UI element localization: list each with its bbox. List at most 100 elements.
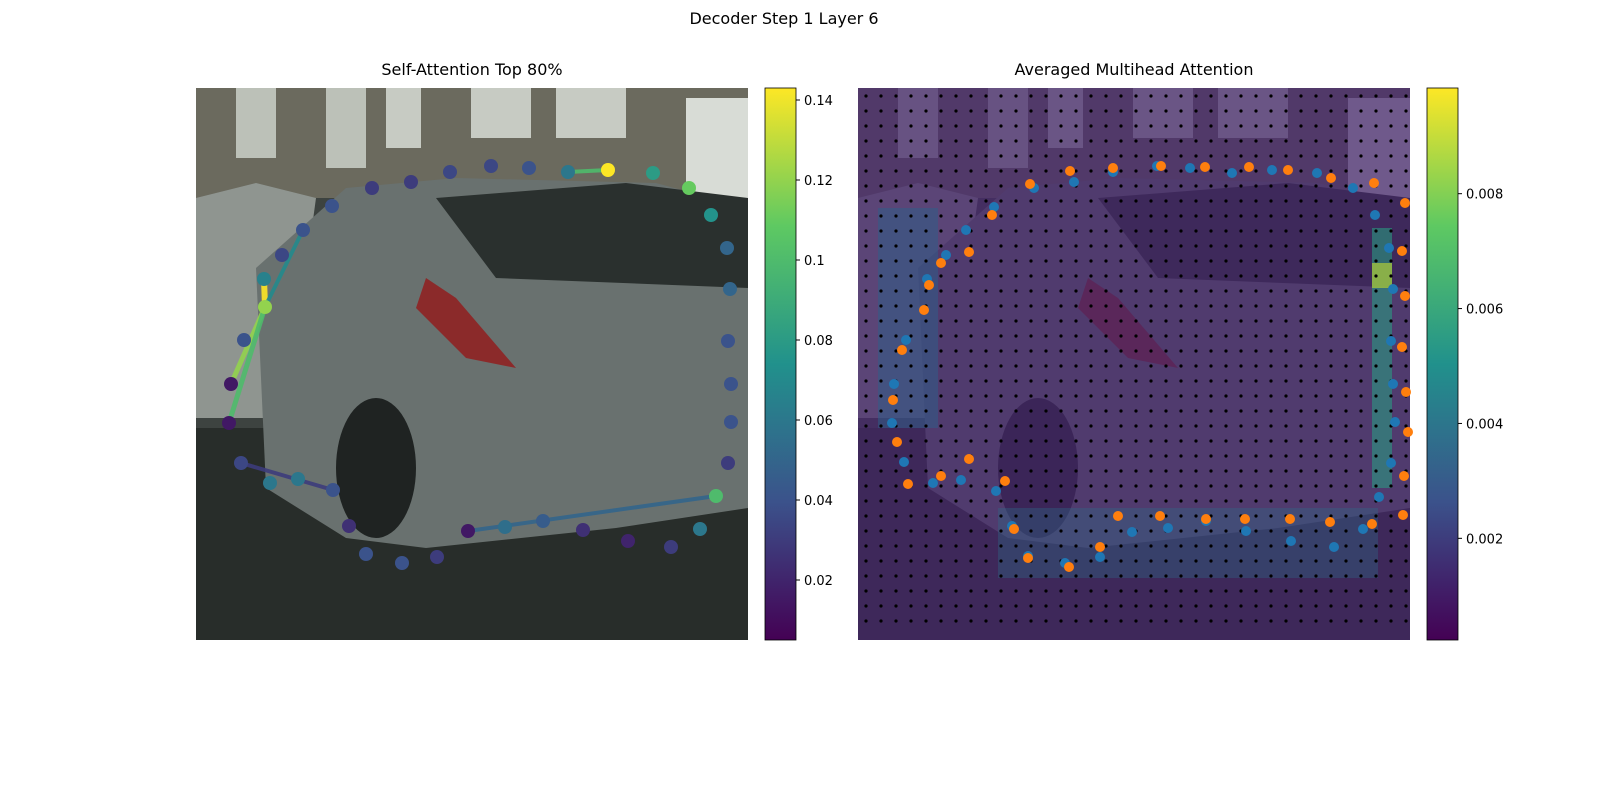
grid-dot — [1074, 424, 1078, 428]
grid-dot — [1209, 604, 1213, 608]
grid-dot — [1149, 574, 1153, 578]
grid-dot — [1179, 124, 1183, 128]
grid-dot — [1299, 454, 1303, 458]
grid-dot — [1089, 304, 1093, 308]
grid-dot — [1059, 319, 1063, 323]
reference-point — [887, 418, 897, 428]
grid-dot — [909, 109, 913, 113]
grid-dot — [1239, 349, 1243, 353]
grid-dot — [1404, 244, 1408, 248]
grid-dot — [909, 424, 913, 428]
grid-dot — [1314, 229, 1318, 233]
grid-dot — [1269, 199, 1273, 203]
grid-dot — [1074, 439, 1078, 443]
grid-dot — [984, 109, 988, 113]
grid-dot — [1059, 364, 1063, 368]
grid-dot — [1314, 514, 1318, 518]
predicted-point — [1401, 387, 1411, 397]
grid-dot — [999, 334, 1003, 338]
reference-point — [991, 486, 1001, 496]
grid-dot — [984, 124, 988, 128]
grid-dot — [1179, 529, 1183, 533]
grid-dot — [924, 574, 928, 578]
grid-dot — [1299, 259, 1303, 263]
grid-dot — [954, 334, 958, 338]
grid-dot — [1014, 229, 1018, 233]
grid-dot — [1134, 424, 1138, 428]
grid-dot — [1374, 199, 1378, 203]
grid-dot — [924, 109, 928, 113]
grid-dot — [1404, 604, 1408, 608]
grid-dot — [1254, 364, 1258, 368]
grid-dot — [879, 514, 883, 518]
predicted-point — [1397, 342, 1407, 352]
predicted-point — [1155, 511, 1165, 521]
grid-dot — [1404, 409, 1408, 413]
reference-point — [1390, 417, 1400, 427]
grid-dot — [1179, 199, 1183, 203]
grid-dot — [1254, 529, 1258, 533]
grid-dot — [1224, 469, 1228, 473]
grid-dot — [1179, 109, 1183, 113]
grid-dot — [1389, 184, 1393, 188]
grid-dot — [1359, 469, 1363, 473]
attention-point — [234, 456, 248, 470]
grid-dot — [939, 319, 943, 323]
grid-dot — [909, 229, 913, 233]
grid-dot — [1404, 559, 1408, 563]
grid-dot — [1104, 139, 1108, 143]
grid-dot — [864, 139, 868, 143]
grid-dot — [1389, 94, 1393, 98]
grid-dot — [894, 94, 898, 98]
predicted-point — [1113, 511, 1123, 521]
grid-dot — [1164, 274, 1168, 278]
attention-point — [365, 181, 379, 195]
grid-dot — [1239, 259, 1243, 263]
grid-dot — [984, 544, 988, 548]
grid-dot — [1074, 514, 1078, 518]
grid-dot — [1254, 109, 1258, 113]
predicted-point — [964, 454, 974, 464]
grid-dot — [984, 529, 988, 533]
grid-dot — [1284, 544, 1288, 548]
grid-dot — [1344, 604, 1348, 608]
grid-dot — [1014, 559, 1018, 563]
grid-dot — [879, 424, 883, 428]
predicted-point — [1064, 562, 1074, 572]
grid-dot — [969, 244, 973, 248]
predicted-point — [1325, 517, 1335, 527]
grid-dot — [1089, 589, 1093, 593]
grid-dot — [1059, 409, 1063, 413]
grid-dot — [1149, 454, 1153, 458]
grid-dot — [1329, 334, 1333, 338]
grid-dot — [1239, 364, 1243, 368]
grid-dot — [1194, 454, 1198, 458]
grid-dot — [1254, 604, 1258, 608]
grid-dot — [969, 439, 973, 443]
grid-dot — [1134, 409, 1138, 413]
grid-dot — [1029, 364, 1033, 368]
predicted-point — [1201, 514, 1211, 524]
grid-dot — [939, 289, 943, 293]
grid-dot — [1074, 484, 1078, 488]
grid-dot — [1389, 109, 1393, 113]
grid-dot — [1254, 574, 1258, 578]
grid-dot — [1149, 484, 1153, 488]
reference-point — [941, 250, 951, 260]
reference-point — [956, 475, 966, 485]
grid-dot — [1389, 559, 1393, 563]
grid-dot — [1149, 334, 1153, 338]
grid-dot — [1239, 574, 1243, 578]
grid-dot — [1104, 259, 1108, 263]
grid-dot — [909, 394, 913, 398]
grid-dot — [1314, 109, 1318, 113]
grid-dot — [1074, 319, 1078, 323]
predicted-point — [1108, 163, 1118, 173]
grid-dot — [1314, 484, 1318, 488]
grid-dot — [1074, 274, 1078, 278]
grid-dot — [1014, 424, 1018, 428]
grid-dot — [984, 604, 988, 608]
grid-dot — [1074, 454, 1078, 458]
grid-dot — [1044, 589, 1048, 593]
grid-dot — [1284, 319, 1288, 323]
